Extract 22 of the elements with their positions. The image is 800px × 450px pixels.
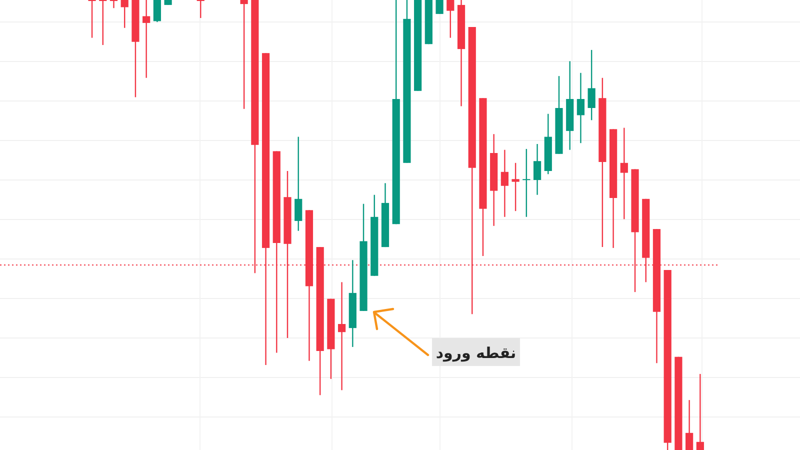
candlestick xyxy=(533,143,542,196)
candlestick xyxy=(436,0,444,15)
candlestick xyxy=(294,136,302,232)
candlestick xyxy=(620,127,628,220)
candlestick xyxy=(110,0,118,9)
candlestick xyxy=(338,282,346,391)
candlestick xyxy=(240,0,248,110)
candlestick xyxy=(588,49,596,121)
candlestick xyxy=(446,0,454,38)
candlestick xyxy=(500,149,508,218)
candlestick xyxy=(99,0,107,46)
candlestick xyxy=(686,399,694,450)
candlestick xyxy=(696,373,704,450)
candlestick xyxy=(576,72,585,144)
annotation: نقطه ورود xyxy=(436,344,516,362)
candlestick xyxy=(196,0,204,19)
candlestick xyxy=(153,0,161,23)
candlestick xyxy=(512,162,520,212)
candlestick xyxy=(120,0,128,28)
candlestick xyxy=(142,0,150,78)
candlestick xyxy=(88,0,96,38)
candlestick xyxy=(522,148,530,218)
